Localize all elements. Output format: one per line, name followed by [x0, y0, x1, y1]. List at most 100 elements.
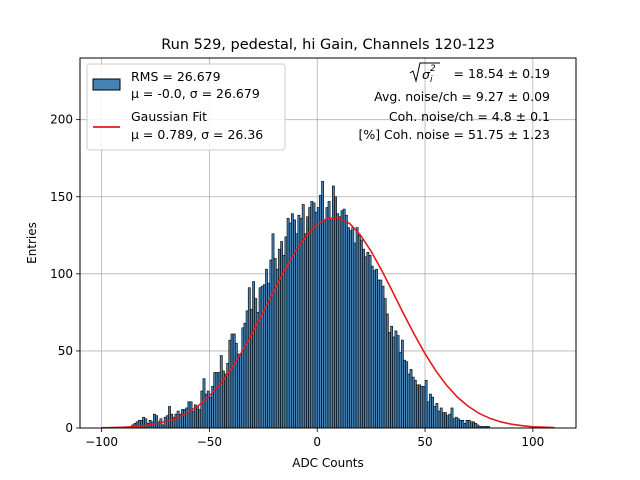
y-tick-label: 150	[50, 190, 73, 204]
histogram-bar	[295, 233, 299, 429]
histogram-bar	[336, 213, 340, 429]
gaussian-fit-line	[101, 217, 555, 429]
histogram-bar	[444, 412, 447, 429]
histogram-bar	[372, 270, 376, 429]
histogram-bar	[239, 353, 243, 429]
histogram-bar	[394, 330, 398, 429]
histogram-bar	[364, 256, 368, 429]
legend-item-fit-line1: Gaussian Fit	[131, 109, 207, 124]
histogram-bar	[420, 386, 424, 429]
plot-area	[79, 57, 577, 429]
histogram-bar	[185, 407, 189, 429]
histogram-bar	[316, 207, 320, 429]
histogram-bar	[459, 419, 463, 429]
histogram-bar	[411, 376, 415, 429]
histogram-bar	[390, 325, 393, 429]
histogram-bar	[263, 284, 266, 429]
histogram-bar	[362, 248, 365, 429]
histogram-bar	[416, 384, 419, 429]
histogram-bar	[228, 339, 232, 429]
histogram-bar	[250, 308, 253, 429]
histogram-bar	[224, 373, 227, 429]
histogram-bar	[280, 241, 284, 429]
histogram-bar	[452, 418, 456, 429]
histogram-bar	[271, 233, 275, 429]
histogram-bar	[457, 418, 460, 429]
histogram-bar	[269, 259, 273, 429]
histogram-bar	[379, 279, 383, 429]
histogram-bar	[323, 219, 327, 429]
histogram-bar	[433, 406, 437, 429]
histogram-bar	[288, 222, 292, 429]
histogram-bar	[230, 333, 234, 429]
histogram-bar	[187, 401, 191, 429]
histogram-bar	[370, 265, 374, 429]
histogram-bar	[291, 213, 294, 429]
histogram-bar	[258, 287, 262, 429]
histogram-bar	[398, 352, 402, 429]
histogram-bar	[200, 390, 204, 429]
histogram-bar	[454, 416, 458, 429]
histogram-bar	[439, 407, 443, 429]
legend-swatch-histogram	[92, 78, 121, 91]
sigma-subscript: i	[430, 75, 433, 85]
histogram-bar	[234, 342, 238, 429]
histogram-bar	[198, 409, 202, 429]
histogram-bar	[470, 421, 473, 429]
histogram-bar	[388, 332, 391, 429]
histogram-bar	[202, 378, 206, 429]
x-tick-label: 0	[313, 435, 321, 449]
histogram-bar	[170, 413, 174, 429]
histogram-bar	[405, 361, 409, 429]
histogram-bar	[407, 373, 411, 429]
sigma-glyph: σ	[422, 67, 431, 82]
histogram-bar	[217, 372, 221, 429]
chart-title: Run 529, pedestal, hi Gain, Channels 120…	[161, 37, 495, 53]
histogram-bar	[273, 258, 277, 429]
histogram-bar	[254, 298, 258, 429]
histogram-bar	[360, 239, 363, 429]
histogram-bar	[327, 201, 331, 429]
histogram-bar	[308, 207, 312, 429]
y-tick-label: 0	[65, 421, 73, 435]
histogram-bar	[232, 333, 236, 429]
histogram-bar	[375, 268, 378, 429]
histogram-bar	[306, 216, 309, 429]
histogram-bar	[168, 406, 171, 429]
histogram-bar	[426, 401, 430, 429]
histogram-bar	[377, 279, 381, 429]
x-tick-label: 100	[521, 435, 544, 449]
histogram-bar	[213, 372, 217, 429]
histogram-bar	[219, 355, 223, 429]
histogram-bar	[474, 423, 478, 429]
histogram-bar	[310, 201, 314, 429]
histogram-bar	[155, 415, 158, 429]
histogram-bar	[319, 194, 322, 429]
histogram-bar	[247, 287, 251, 429]
histogram-bar	[325, 207, 329, 429]
histogram-bar	[176, 410, 180, 429]
histogram-bar	[409, 369, 413, 429]
legend-box	[86, 63, 286, 151]
histogram-bar	[450, 407, 454, 429]
histogram-bar	[431, 396, 434, 429]
histogram-bar	[355, 227, 359, 429]
y-axis: 0 50 100 150 200	[50, 113, 80, 435]
histogram-bar	[314, 211, 318, 429]
histogram-bar	[463, 423, 467, 429]
x-axis-label: ADC Counts	[292, 456, 364, 470]
y-tick-label: 100	[50, 267, 73, 281]
histogram-bar	[418, 384, 422, 429]
plot-frame	[79, 57, 577, 429]
histogram-bar	[448, 413, 452, 429]
y-tick-label: 50	[58, 344, 73, 358]
x-tick-label: 50	[417, 435, 432, 449]
annotations: σ 2 i = 18.54 ± 0.19 Avg. noise/ch = 9.2…	[358, 62, 550, 142]
legend-item-fit-line2: μ = 0.789, σ = 26.36	[131, 127, 263, 142]
histogram-bar	[446, 415, 450, 429]
histogram-bar	[342, 208, 346, 429]
histogram-bar	[357, 234, 361, 429]
histogram-bar	[441, 412, 445, 429]
histogram-bar	[401, 339, 404, 429]
